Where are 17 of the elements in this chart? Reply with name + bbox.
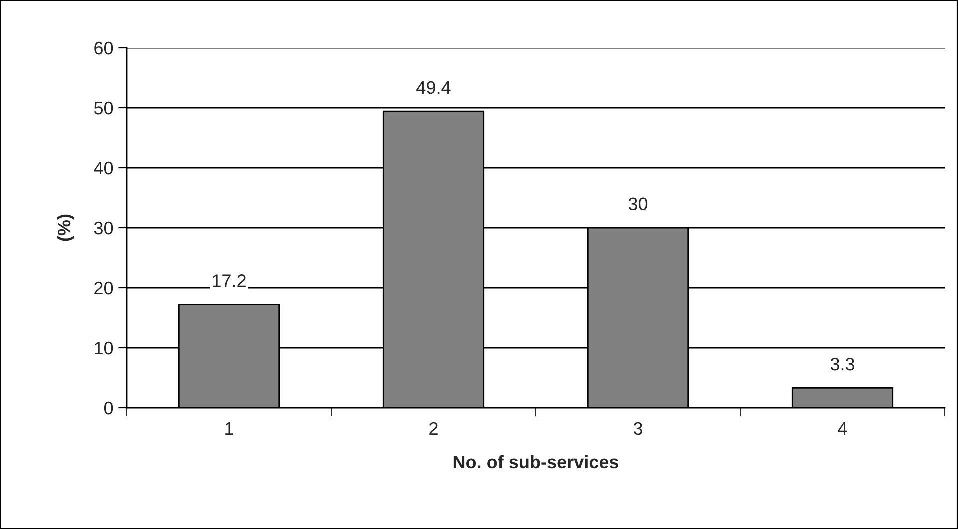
y-tick-label: 60	[94, 42, 114, 55]
y-tick-label: 0	[104, 402, 114, 415]
data-label: 30	[628, 198, 648, 211]
y-tick-label: 20	[94, 282, 114, 295]
x-tick-label: 4	[838, 422, 848, 435]
y-tick-label: 50	[94, 102, 114, 115]
x-tick-label: 3	[634, 422, 642, 436]
data-label: 17.2	[213, 274, 246, 288]
data-label: 49.4	[416, 81, 451, 94]
x-axis-title: No. of sub-services	[454, 455, 619, 469]
y-axis-title: (%)	[57, 214, 74, 242]
y-tick-label: 30	[94, 222, 114, 235]
x-tick-label: 1	[226, 422, 234, 435]
y-tick-label: 10	[95, 342, 114, 355]
x-tick-label: 2	[430, 422, 438, 435]
data-label: 3.3	[830, 358, 855, 371]
y-tick-label: 40	[94, 162, 114, 175]
